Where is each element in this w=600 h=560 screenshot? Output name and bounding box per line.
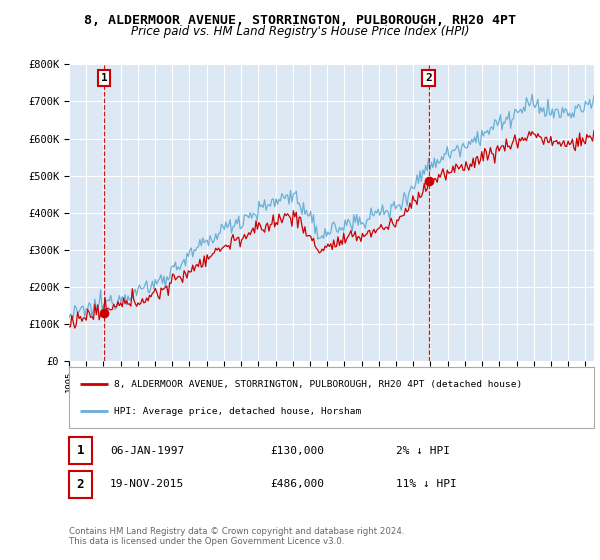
Text: £130,000: £130,000 — [270, 446, 324, 456]
Text: 2: 2 — [425, 73, 432, 83]
Text: 2: 2 — [77, 478, 84, 491]
Text: 8, ALDERMOOR AVENUE, STORRINGTON, PULBOROUGH, RH20 4PT (detached house): 8, ALDERMOOR AVENUE, STORRINGTON, PULBOR… — [113, 380, 522, 389]
Text: 11% ↓ HPI: 11% ↓ HPI — [396, 479, 457, 489]
Text: Contains HM Land Registry data © Crown copyright and database right 2024.
This d: Contains HM Land Registry data © Crown c… — [69, 526, 404, 546]
Text: 1: 1 — [101, 73, 107, 83]
Text: Price paid vs. HM Land Registry's House Price Index (HPI): Price paid vs. HM Land Registry's House … — [131, 25, 469, 38]
Text: HPI: Average price, detached house, Horsham: HPI: Average price, detached house, Hors… — [113, 407, 361, 416]
Text: 2% ↓ HPI: 2% ↓ HPI — [396, 446, 450, 456]
Text: 06-JAN-1997: 06-JAN-1997 — [110, 446, 184, 456]
FancyBboxPatch shape — [69, 437, 92, 464]
Text: 8, ALDERMOOR AVENUE, STORRINGTON, PULBOROUGH, RH20 4PT: 8, ALDERMOOR AVENUE, STORRINGTON, PULBOR… — [84, 14, 516, 27]
Text: £486,000: £486,000 — [270, 479, 324, 489]
Text: 19-NOV-2015: 19-NOV-2015 — [110, 479, 184, 489]
FancyBboxPatch shape — [69, 471, 92, 498]
Text: 1: 1 — [77, 444, 84, 458]
